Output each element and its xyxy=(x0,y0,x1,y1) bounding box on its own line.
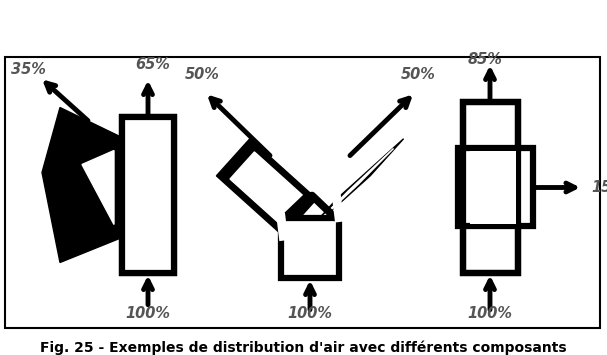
Polygon shape xyxy=(304,139,404,236)
Polygon shape xyxy=(230,152,303,223)
Text: 50%: 50% xyxy=(401,67,435,82)
Bar xyxy=(463,103,518,273)
Bar xyxy=(122,118,174,273)
Text: 65%: 65% xyxy=(135,58,171,72)
Text: 100%: 100% xyxy=(126,306,171,321)
Polygon shape xyxy=(82,151,114,224)
Polygon shape xyxy=(313,148,393,226)
Bar xyxy=(470,151,516,224)
Polygon shape xyxy=(216,139,317,236)
Text: 85%: 85% xyxy=(467,53,503,67)
Bar xyxy=(5,58,600,328)
Bar xyxy=(281,218,339,278)
Text: Fig. 25 - Exemples de distribution d'air avec différents composants: Fig. 25 - Exemples de distribution d'air… xyxy=(39,340,566,355)
Text: 15%: 15% xyxy=(591,180,607,195)
Bar xyxy=(463,103,518,273)
Text: 50%: 50% xyxy=(185,67,220,82)
Polygon shape xyxy=(42,108,122,262)
Bar xyxy=(458,148,533,226)
Text: 35%: 35% xyxy=(10,62,46,77)
Text: 100%: 100% xyxy=(288,306,333,321)
Text: 100%: 100% xyxy=(467,306,512,321)
Bar xyxy=(122,118,174,273)
